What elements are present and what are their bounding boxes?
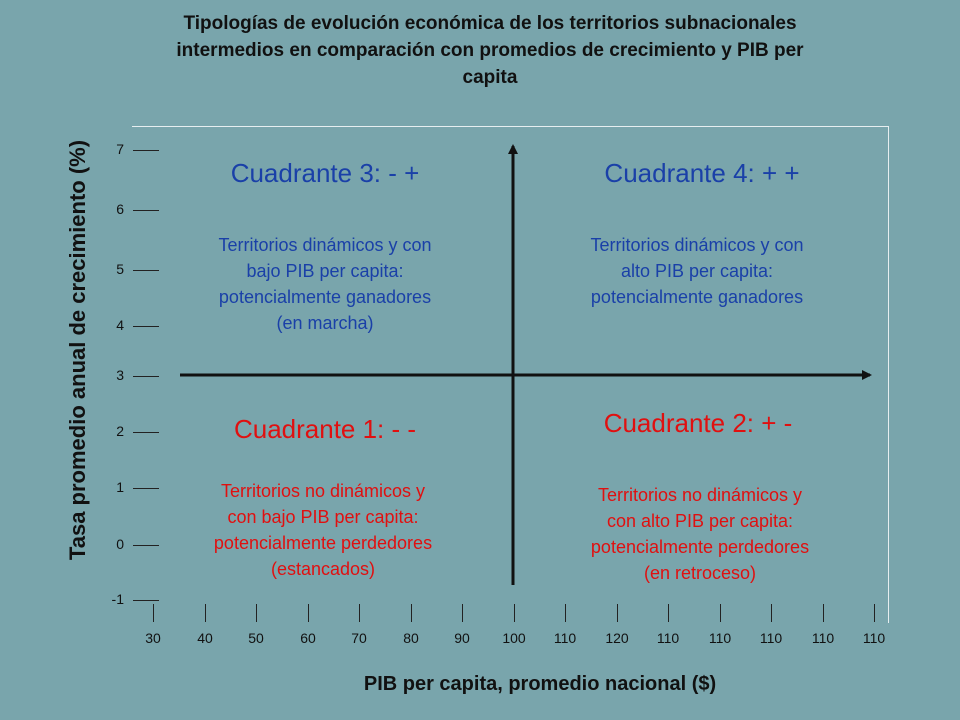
x-tick-mark: [668, 604, 669, 622]
x-tick-label: 110: [862, 630, 886, 646]
quadrant-4-title: Cuadrante 4: + +: [604, 158, 800, 188]
quadrant-1-line-2: con bajo PIB per capita:: [227, 507, 419, 527]
quadrant-2-line-2: con alto PIB per capita:: [606, 511, 794, 531]
quadrant-1-line-1: Territorios no dinámicos y: [220, 481, 426, 501]
y-tick-label: 0: [116, 536, 124, 552]
y-tick-label: -1: [111, 591, 124, 607]
x-tick-label: 120: [605, 630, 629, 646]
x-tick-mark: [256, 604, 257, 622]
quadrant-3-line-4: (en marcha): [276, 313, 374, 333]
title-line-3: capita: [462, 67, 518, 88]
quadrant-4-line-2: alto PIB per capita:: [620, 261, 774, 281]
y-tick-label: 1: [116, 479, 124, 495]
chart-title: Tipologías de evolución económica de los…: [80, 10, 900, 91]
y-tick-mark: [133, 545, 159, 546]
x-tick-mark: [462, 604, 463, 622]
x-tick-mark: [308, 604, 309, 622]
quadrant-1-line-3: potencialmente perdedores: [213, 533, 433, 553]
x-tick-label: 30: [145, 630, 161, 646]
title-line-2: intermedios en comparación con promedios…: [176, 40, 804, 61]
quadrant-2-line-4: (en retroceso): [643, 563, 757, 583]
quadrant-3-title: Cuadrante 3: - +: [230, 158, 420, 188]
title-line-1: Tipologías de evolución económica de los…: [183, 13, 797, 34]
x-axis-label: PIB per capita, promedio nacional ($): [363, 673, 717, 695]
y-tick-mark: [133, 432, 159, 433]
y-tick-mark: [133, 488, 159, 489]
quadrant-1-title: Cuadrante 1: - -: [233, 414, 417, 444]
quadrant-1-line-4: (estancados): [270, 559, 376, 579]
y-tick-label: 4: [116, 317, 124, 333]
x-tick-label: 80: [403, 630, 419, 646]
x-tick-label: 110: [759, 630, 783, 646]
quadrant-3-line-1: Territorios dinámicos y con: [218, 235, 432, 255]
x-tick-label: 90: [454, 630, 470, 646]
x-tick-mark: [823, 604, 824, 622]
quadrant-1-description: Territorios no dinámicos y con bajo PIB …: [163, 478, 483, 582]
x-tick-mark: [153, 604, 154, 622]
y-tick-mark: [133, 376, 159, 377]
quadrant-2-title: Cuadrante 2: + -: [603, 408, 793, 438]
x-tick-mark: [720, 604, 721, 622]
x-tick-mark: [771, 604, 772, 622]
x-tick-mark: [205, 604, 206, 622]
x-tick-label: 50: [248, 630, 264, 646]
y-tick-mark: [133, 210, 159, 211]
quadrant-2-description: Territorios no dinámicos y con alto PIB …: [540, 482, 860, 586]
plot-area: [132, 126, 889, 623]
x-tick-label: 110: [708, 630, 732, 646]
x-tick-mark: [411, 604, 412, 622]
y-tick-mark: [133, 326, 159, 327]
x-tick-mark: [514, 604, 515, 622]
y-tick-label: 5: [116, 261, 124, 277]
y-tick-label: 3: [116, 367, 124, 383]
x-tick-mark: [874, 604, 875, 622]
quadrant-2-line-3: potencialmente perdedores: [590, 537, 810, 557]
x-tick-mark: [617, 604, 618, 622]
y-tick-mark: [133, 270, 159, 271]
x-tick-label: 110: [656, 630, 680, 646]
quadrant-4-description: Territorios dinámicos y con alto PIB per…: [537, 232, 857, 310]
quadrant-3-line-2: bajo PIB per capita:: [246, 261, 404, 281]
quadrant-3-description: Territorios dinámicos y con bajo PIB per…: [165, 232, 485, 336]
x-tick-label: 110: [553, 630, 577, 646]
x-tick-label: 110: [811, 630, 835, 646]
x-tick-label: 70: [351, 630, 367, 646]
quadrant-4-line-3: potencialmente ganadores: [590, 287, 804, 307]
quadrant-3-line-3: potencialmente ganadores: [218, 287, 432, 307]
y-tick-label: 7: [116, 141, 124, 157]
x-tick-label: 100: [502, 630, 526, 646]
y-tick-mark: [133, 150, 159, 151]
y-tick-mark: [133, 600, 159, 601]
x-tick-mark: [359, 604, 360, 622]
x-tick-label: 40: [197, 630, 213, 646]
y-tick-label: 2: [116, 423, 124, 439]
y-tick-label: 6: [116, 201, 124, 217]
quadrant-2-line-1: Territorios no dinámicos y: [597, 485, 803, 505]
x-tick-mark: [565, 604, 566, 622]
x-tick-label: 60: [300, 630, 316, 646]
quadrant-4-line-1: Territorios dinámicos y con: [590, 235, 804, 255]
